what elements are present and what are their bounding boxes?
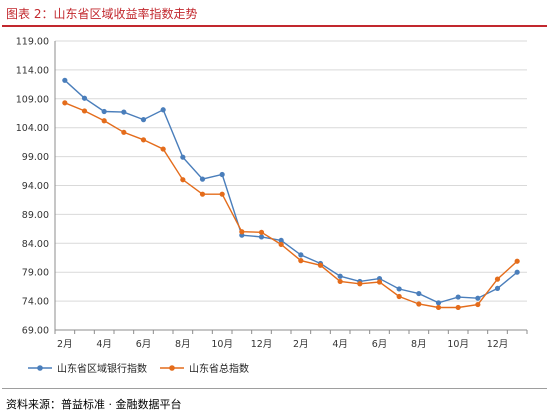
data-point-series-1: [514, 269, 520, 275]
data-point-series-1: [494, 285, 501, 291]
x-tick-label: 6月: [372, 339, 388, 350]
y-tick-label: 99.00: [22, 152, 49, 163]
data-point-series-2: [514, 258, 520, 264]
legend-label: 山东省总指数: [189, 362, 249, 375]
data-point-series-1: [475, 295, 481, 301]
data-point-series-1: [258, 234, 265, 240]
data-point-series-2: [337, 278, 343, 285]
data-point-series-2: [101, 118, 107, 124]
data-point-series-2: [475, 301, 481, 308]
y-tick-label: 69.00: [22, 326, 49, 337]
data-point-series-2: [81, 108, 88, 114]
x-tick-label: 2月: [57, 339, 73, 350]
legend-label: 山东省区域银行指数: [57, 362, 147, 375]
data-point-series-2: [258, 229, 265, 235]
x-tick-label: 10月: [447, 339, 469, 350]
data-point-series-1: [160, 107, 166, 113]
data-point-series-1: [435, 300, 442, 306]
legend-swatch-marker: [169, 365, 175, 371]
data-point-series-2: [416, 301, 422, 307]
data-point-series-2: [62, 100, 68, 106]
data-point-series-1: [278, 237, 284, 244]
data-point-series-1: [337, 273, 343, 279]
x-tick-label: 8月: [175, 339, 191, 350]
data-point-series-2: [357, 281, 363, 287]
data-point-series-2: [199, 191, 206, 197]
data-point-series-1: [416, 290, 422, 297]
chart-title: 图表 2：山东省区域收益率指数走势: [6, 7, 198, 21]
data-point-series-2: [140, 137, 147, 143]
data-point-series-2: [298, 258, 304, 264]
data-point-series-1: [180, 154, 186, 160]
x-tick-label: 12月: [251, 339, 273, 350]
series-line-2: [64, 102, 518, 309]
data-point-series-2: [121, 129, 127, 135]
data-point-series-2: [160, 146, 166, 152]
data-point-series-2: [455, 304, 461, 311]
x-tick-label: 12月: [487, 339, 509, 350]
y-tick-label: 114.00: [16, 65, 49, 76]
data-point-series-2: [396, 293, 402, 300]
data-point-series-1: [62, 77, 68, 83]
y-tick-label: 94.00: [22, 181, 49, 192]
y-tick-label: 104.00: [16, 123, 49, 134]
data-point-series-1: [455, 294, 461, 300]
legend-swatch-marker: [37, 365, 43, 371]
x-tick-label: 2月: [293, 339, 309, 350]
series-line-1: [64, 79, 518, 304]
y-tick-label: 79.00: [22, 268, 49, 279]
data-point-series-2: [239, 229, 245, 235]
data-point-series-1: [121, 109, 127, 115]
x-tick-label: 8月: [411, 339, 427, 350]
data-point-series-2: [494, 276, 501, 282]
data-point-series-1: [219, 171, 225, 178]
data-point-series-2: [376, 279, 383, 285]
data-point-series-1: [298, 252, 304, 258]
source-note: 资料来源：普益标准 · 金融数据平台: [6, 398, 182, 411]
data-point-series-2: [317, 262, 324, 268]
x-tick-label: 6月: [136, 339, 152, 350]
x-tick-label: 4月: [332, 339, 348, 350]
y-tick-label: 74.00: [22, 297, 49, 308]
y-tick-label: 119.00: [16, 37, 49, 48]
data-point-series-1: [199, 176, 206, 182]
data-point-series-1: [101, 108, 107, 115]
y-tick-label: 84.00: [22, 239, 49, 250]
data-point-series-2: [219, 191, 225, 197]
title-rule: [2, 25, 547, 27]
line-chart: 119.00 114.00 109.00 104.00 99.00 94.00 89.00 8…: [16, 37, 528, 375]
data-point-series-2: [180, 177, 186, 183]
data-point-series-1: [140, 117, 147, 123]
y-tick-label: 89.00: [22, 210, 49, 221]
footer-rule: [2, 388, 547, 389]
x-tick-label: 4月: [96, 339, 112, 350]
data-point-series-2: [435, 304, 442, 311]
x-tick-label: 10月: [211, 339, 233, 350]
data-point-series-2: [278, 241, 284, 248]
data-point-series-1: [81, 95, 88, 101]
y-tick-label: 109.00: [16, 94, 49, 105]
data-point-series-1: [396, 286, 402, 292]
